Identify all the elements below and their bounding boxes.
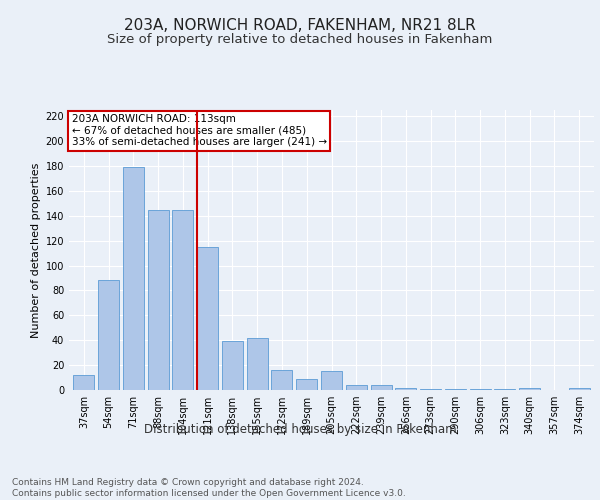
Bar (519, 388, 540, 390)
Bar (420, 389, 441, 390)
Bar (123, 167, 144, 390)
Bar (172, 210, 193, 390)
Bar (98, 280, 119, 390)
Bar (494, 389, 515, 390)
Bar (296, 379, 317, 390)
Text: 203A, NORWICH ROAD, FAKENHAM, NR21 8LR: 203A, NORWICH ROAD, FAKENHAM, NR21 8LR (124, 18, 476, 32)
Bar (222, 342, 243, 390)
Bar (395, 388, 416, 390)
Text: Size of property relative to detached houses in Fakenham: Size of property relative to detached ho… (107, 32, 493, 46)
Bar (197, 247, 218, 390)
Bar (148, 210, 169, 390)
Text: Contains HM Land Registry data © Crown copyright and database right 2024.
Contai: Contains HM Land Registry data © Crown c… (12, 478, 406, 498)
Text: 203A NORWICH ROAD: 113sqm
← 67% of detached houses are smaller (485)
33% of semi: 203A NORWICH ROAD: 113sqm ← 67% of detac… (71, 114, 327, 148)
Bar (346, 385, 367, 390)
Y-axis label: Number of detached properties: Number of detached properties (31, 162, 41, 338)
Bar (247, 338, 268, 390)
Bar (569, 388, 590, 390)
Text: Distribution of detached houses by size in Fakenham: Distribution of detached houses by size … (143, 422, 457, 436)
Bar (271, 370, 292, 390)
Bar (371, 385, 392, 390)
Bar (445, 389, 466, 390)
Bar (470, 389, 491, 390)
Bar (321, 372, 342, 390)
Bar (73, 375, 94, 390)
